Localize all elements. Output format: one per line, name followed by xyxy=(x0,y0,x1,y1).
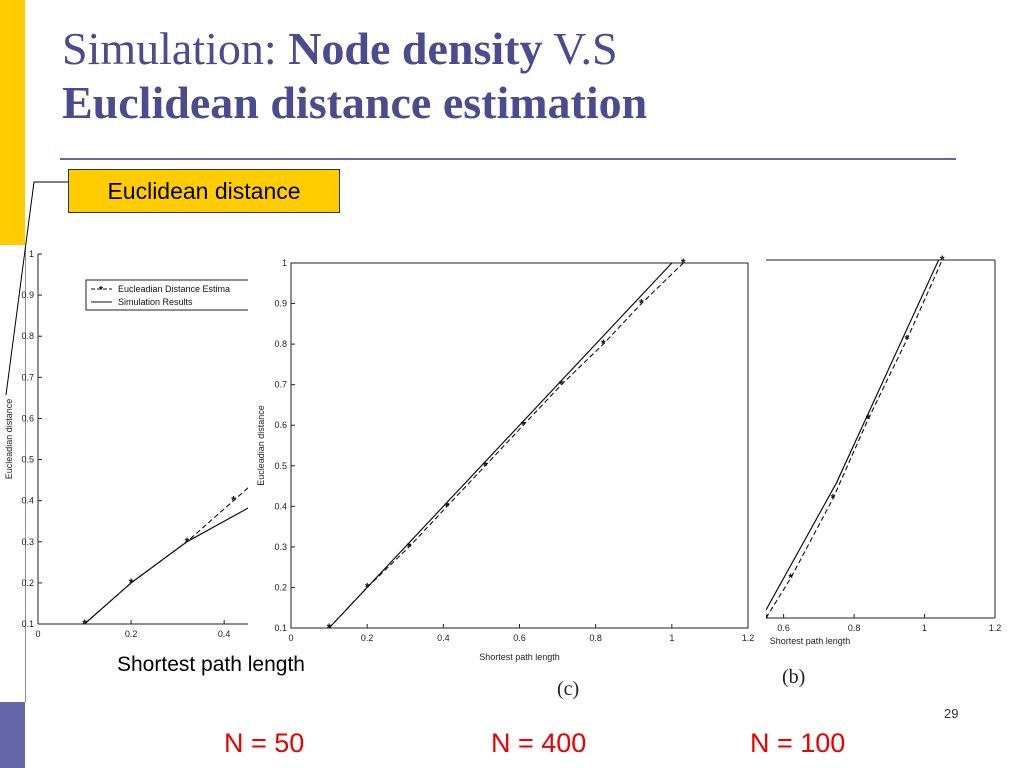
accent-bar-blue xyxy=(0,702,25,768)
data-point-star: * xyxy=(681,256,686,270)
data-point-star: * xyxy=(483,459,488,473)
page-number: 29 xyxy=(944,706,959,721)
y-tick-label: 0.2 xyxy=(21,578,34,588)
series-line-simulation xyxy=(328,262,673,629)
slide-title: Simulation: Node density V.S Euclidean d… xyxy=(62,22,962,130)
chart-n50: 0.1 0.2 0.3 0.4 0.5 0.6 0.7 0.8 0.9 1 Eucleadian d… xyxy=(4,249,248,639)
caption-c: (c) xyxy=(557,678,580,700)
title-line2: Euclidean distance estimation xyxy=(62,77,648,128)
plot-frame xyxy=(290,262,749,629)
x-tick-label: 0.6 xyxy=(513,633,526,643)
series-line-estimate xyxy=(84,487,248,625)
data-point-star: * xyxy=(905,333,910,347)
x-tick-label: 0.2 xyxy=(125,629,138,639)
data-point-star: * xyxy=(231,494,236,508)
y-tick-label: 0.1 xyxy=(21,619,34,629)
x-tick-label: 0.4 xyxy=(218,629,231,639)
y-tick-label: 0.9 xyxy=(21,290,34,300)
x-tick-label: 0.2 xyxy=(361,633,374,643)
data-point-star: * xyxy=(559,378,564,392)
x-tick-label: 1.2 xyxy=(989,623,1002,633)
y-tick-label: 0.3 xyxy=(274,542,287,552)
data-point-star: * xyxy=(788,571,793,585)
data-point-star: * xyxy=(521,418,526,432)
y-tick-label: 0.7 xyxy=(274,380,287,390)
legend-label-simulation: Simulation Results xyxy=(118,297,193,307)
data-point-star: * xyxy=(831,492,836,506)
title-node-density: Node density xyxy=(288,23,543,74)
y-tick-label: 0.6 xyxy=(274,420,287,430)
data-point-star: * xyxy=(766,611,769,625)
y-tick-label: 1 xyxy=(282,258,287,268)
x-axis-label: Shortest path length xyxy=(770,636,851,646)
y-axis-label: Eucleadian distance xyxy=(4,399,14,480)
y-tick-label: 0.9 xyxy=(274,299,287,309)
x-tick-label: 1 xyxy=(922,623,927,633)
y-tick-label: 0.1 xyxy=(274,623,287,633)
title-vs: V.S xyxy=(542,23,618,74)
series-line-simulation xyxy=(84,507,248,625)
y-tick-label: 0.3 xyxy=(21,537,34,547)
n-label-50: N = 50 xyxy=(224,728,305,758)
y-tick-label: 0.5 xyxy=(274,461,287,471)
y-tick-label: 0.8 xyxy=(274,339,287,349)
data-point-star: * xyxy=(445,499,450,513)
y-tick-label: 1 xyxy=(29,249,34,259)
x-axis-label: Shortest path length xyxy=(479,652,560,662)
title-divider xyxy=(60,158,956,160)
y-tick-label: 0.4 xyxy=(274,501,287,511)
series-line-simulation xyxy=(766,259,940,611)
x-tick-label: 0.8 xyxy=(589,633,602,643)
series-line-estimate xyxy=(328,262,684,629)
n-label-100: N = 100 xyxy=(750,728,846,758)
accent-bar-yellow xyxy=(0,0,25,245)
chart-n100: 0.6 0.8 1 1.2 Shortest path length * * * * * * xyxy=(766,253,1002,646)
y-axis-label: Eucleadian distance xyxy=(256,405,266,486)
y-tick-label: 0.6 xyxy=(21,413,34,423)
x-tick-label: 0.6 xyxy=(777,623,790,633)
x-tick-label: 0 xyxy=(35,629,40,639)
callout-label: Euclidean distance xyxy=(68,169,340,213)
legend-box xyxy=(85,279,248,311)
y-tick-label: 0.5 xyxy=(21,455,34,465)
legend-star: * xyxy=(99,285,103,296)
series-line-estimate xyxy=(766,259,943,619)
accent-bar-line xyxy=(25,245,26,702)
x-tick-label: 0.8 xyxy=(848,623,861,633)
chart-n400: 0.1 0.2 0.3 0.4 0.5 0.6 0.7 0.8 0.9 1 Eucleadian d… xyxy=(256,256,755,662)
y-tick-label: 0.2 xyxy=(274,582,287,592)
title-prefix: Simulation: xyxy=(62,23,289,74)
data-point-star: * xyxy=(407,540,412,554)
data-point-star: * xyxy=(866,412,871,426)
x-tick-label: 0.4 xyxy=(437,633,450,643)
data-point-star: * xyxy=(639,297,644,311)
x-axis-caption: Shortest path length xyxy=(117,653,305,676)
legend-label-estimate: Eucleadian Distance Estima xyxy=(118,284,230,294)
y-tick-label: 0.4 xyxy=(21,496,34,506)
y-tick-label: 0.7 xyxy=(21,372,34,382)
x-tick-label: 0 xyxy=(288,633,293,643)
x-tick-label: 1 xyxy=(669,633,674,643)
y-tick-label: 0.8 xyxy=(21,331,34,341)
data-point-star: * xyxy=(940,253,945,267)
data-point-star: * xyxy=(601,337,606,351)
n-label-400: N = 400 xyxy=(491,728,587,758)
x-tick-label: 1.2 xyxy=(742,633,755,643)
caption-b: (b) xyxy=(782,666,806,688)
